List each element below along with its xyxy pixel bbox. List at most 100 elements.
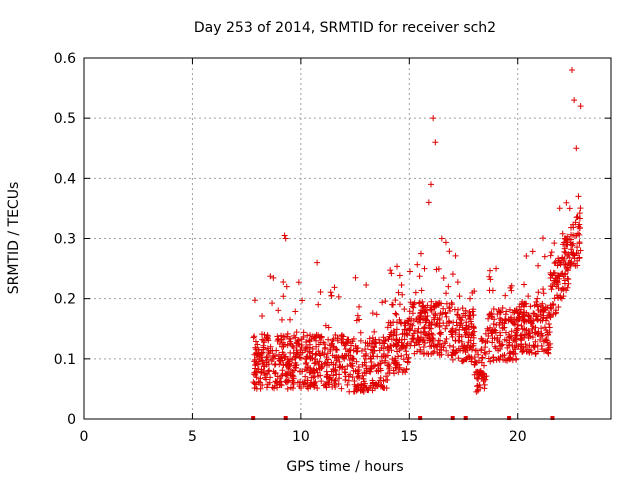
- data-point: [486, 273, 493, 280]
- data-point: [497, 308, 504, 315]
- data-point: [403, 366, 410, 373]
- data-point: [333, 357, 340, 364]
- data-point: [479, 354, 486, 361]
- data-point: [378, 353, 385, 360]
- data-point: [526, 312, 533, 319]
- data-point: [280, 362, 287, 369]
- data-point: [255, 346, 262, 353]
- data-point: [425, 334, 432, 341]
- data-point: [380, 385, 387, 392]
- data-point: [287, 384, 294, 391]
- data-point: [537, 317, 544, 324]
- data-point: [373, 311, 380, 318]
- data-point: [440, 274, 447, 281]
- data-point: [348, 342, 355, 349]
- data-point: [347, 352, 354, 359]
- data-point: [540, 307, 547, 314]
- data-point: [454, 311, 461, 318]
- data-point: [485, 315, 492, 322]
- data-point: [475, 386, 482, 393]
- data-point: [428, 325, 435, 332]
- data-point: [361, 383, 368, 390]
- data-point: [354, 373, 361, 380]
- data-point: [478, 346, 485, 353]
- data-point: [432, 312, 439, 319]
- data-point: [313, 366, 320, 373]
- data-point: [520, 315, 527, 322]
- data-point: [306, 341, 313, 348]
- data-point: [460, 347, 467, 354]
- data-point: [294, 338, 301, 345]
- data-point: [449, 351, 456, 358]
- data-point: [379, 384, 386, 391]
- data-point: [414, 261, 421, 268]
- data-point: [518, 322, 525, 329]
- data-point: [363, 281, 370, 288]
- data-point: [547, 283, 554, 290]
- data-point: [508, 282, 515, 289]
- data-point: [352, 274, 359, 281]
- data-point: [471, 354, 478, 361]
- data-point: [518, 341, 525, 348]
- data-point: [306, 382, 313, 389]
- data-point: [330, 344, 337, 351]
- data-point: [363, 367, 370, 374]
- baseline-marker: [251, 416, 256, 420]
- data-point: [540, 338, 547, 345]
- x-tick-label: 15: [400, 429, 418, 445]
- data-point: [353, 358, 360, 365]
- data-point: [398, 352, 405, 359]
- data-point: [320, 382, 327, 389]
- data-point: [278, 355, 285, 362]
- baseline-marker: [283, 416, 288, 420]
- data-point: [450, 343, 457, 350]
- data-point: [433, 266, 440, 273]
- data-point: [436, 316, 443, 323]
- data-point: [264, 334, 271, 341]
- data-point: [437, 331, 444, 338]
- x-axis-label: GPS time / hours: [286, 459, 403, 475]
- data-point: [443, 335, 450, 342]
- y-tick-label: 0.4: [54, 171, 76, 187]
- data-point: [513, 316, 520, 323]
- data-point: [510, 336, 517, 343]
- data-point: [281, 232, 288, 239]
- data-point: [430, 115, 437, 122]
- data-point: [380, 337, 387, 344]
- data-point: [376, 377, 383, 384]
- data-point: [278, 336, 285, 343]
- data-point: [300, 329, 307, 336]
- data-point: [275, 307, 282, 314]
- data-point: [412, 289, 419, 296]
- data-point: [269, 384, 276, 391]
- data-point: [474, 383, 481, 390]
- data-point: [308, 336, 315, 343]
- data-point: [263, 376, 270, 383]
- data-point: [531, 329, 538, 336]
- data-point: [375, 361, 382, 368]
- data-point: [545, 321, 552, 328]
- data-point: [547, 252, 554, 259]
- data-point: [443, 300, 450, 307]
- data-point: [370, 382, 377, 389]
- data-point: [517, 332, 524, 339]
- data-point: [445, 283, 452, 290]
- data-point: [432, 322, 439, 329]
- data-point: [527, 303, 534, 310]
- data-point: [530, 343, 537, 350]
- y-tick-label: 0: [67, 412, 76, 428]
- data-point: [284, 342, 291, 349]
- data-point: [308, 374, 315, 381]
- data-point: [327, 348, 334, 355]
- data-point: [576, 254, 583, 261]
- data-point: [257, 385, 264, 392]
- data-point: [438, 346, 445, 353]
- data-point: [392, 310, 399, 317]
- data-point: [532, 324, 539, 331]
- data-point: [265, 349, 272, 356]
- y-tick-label: 0.3: [54, 232, 76, 248]
- data-point: [380, 334, 387, 341]
- data-point: [396, 272, 403, 279]
- data-point: [575, 250, 582, 257]
- data-point: [366, 335, 373, 342]
